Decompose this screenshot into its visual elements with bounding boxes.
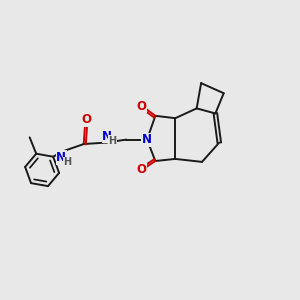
Text: O: O	[136, 100, 146, 113]
Text: N: N	[142, 133, 152, 146]
Text: O: O	[136, 163, 146, 176]
Text: H: H	[109, 136, 117, 146]
Text: N: N	[102, 130, 112, 142]
Text: H: H	[63, 157, 71, 167]
Text: O: O	[81, 113, 92, 126]
Text: N: N	[56, 151, 66, 164]
